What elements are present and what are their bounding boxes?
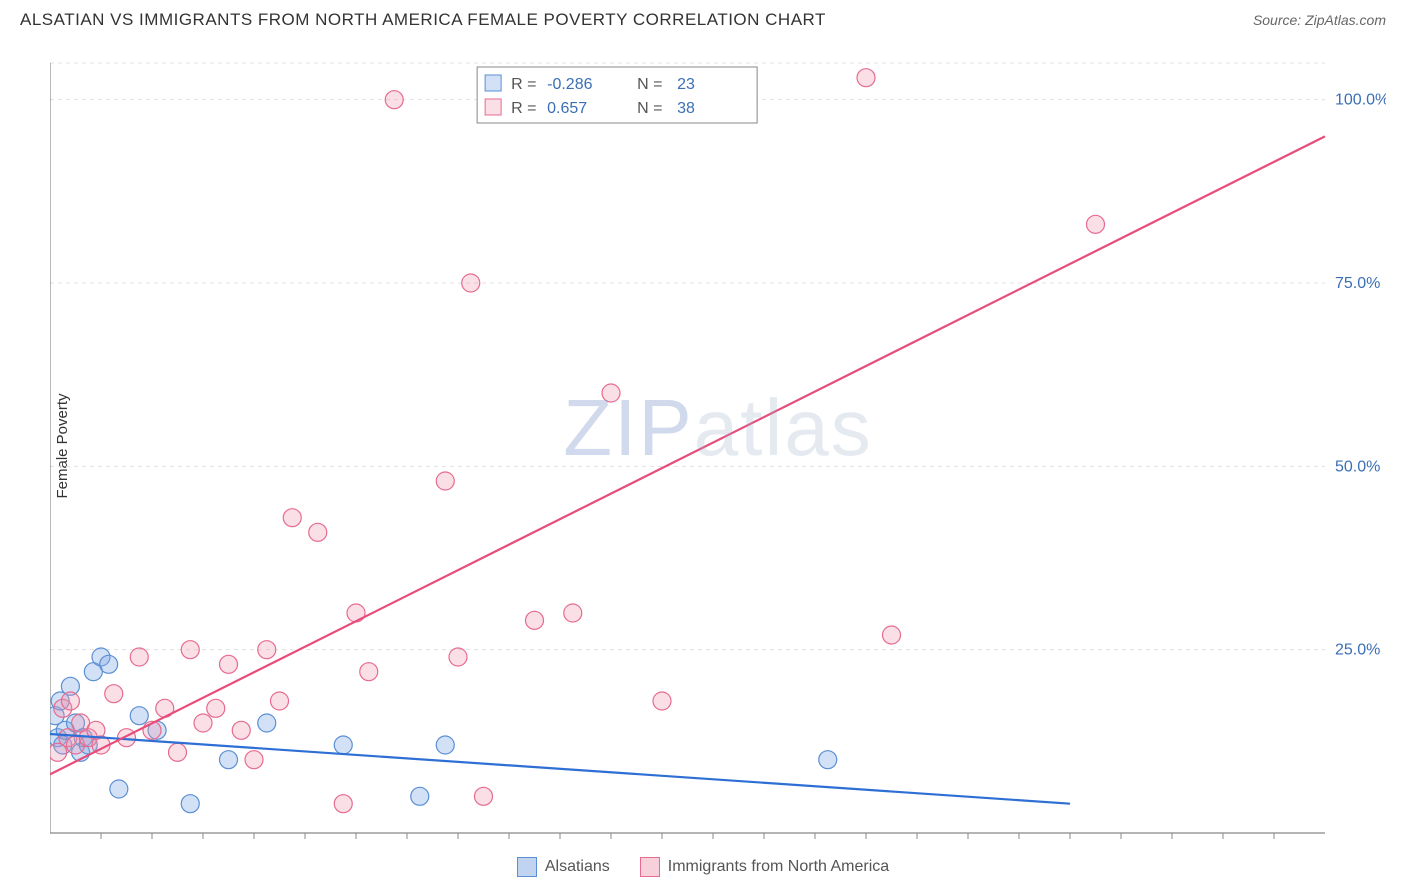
source-attribution: Source: ZipAtlas.com [1253, 12, 1386, 28]
svg-text:R =: R = [511, 76, 536, 93]
svg-text:75.0%: 75.0% [1335, 275, 1380, 292]
svg-text:R =: R = [511, 100, 536, 117]
legend-item-alsatians: Alsatians [517, 857, 610, 877]
svg-text:25.0%: 25.0% [1335, 642, 1380, 659]
chart-container: 25.0%50.0%75.0%100.0%0.0%50.0%R =-0.286N… [50, 45, 1386, 842]
svg-text:0.657: 0.657 [547, 100, 587, 117]
svg-text:N =: N = [637, 100, 662, 117]
bottom-legend: Alsatians Immigrants from North America [0, 857, 1406, 877]
header: ALSATIAN VS IMMIGRANTS FROM NORTH AMERIC… [0, 0, 1406, 35]
scatter-chart: 25.0%50.0%75.0%100.0%0.0%50.0%R =-0.286N… [50, 45, 1386, 842]
legend-label: Alsatians [545, 858, 610, 876]
svg-text:-0.286: -0.286 [547, 76, 592, 93]
legend-swatch-icon [517, 857, 537, 877]
svg-text:38: 38 [677, 100, 695, 117]
legend-item-immigrants: Immigrants from North America [640, 857, 889, 877]
chart-title: ALSATIAN VS IMMIGRANTS FROM NORTH AMERIC… [20, 10, 826, 30]
legend-swatch-icon [640, 857, 660, 877]
svg-text:23: 23 [677, 76, 695, 93]
svg-text:100.0%: 100.0% [1335, 92, 1386, 109]
legend-label: Immigrants from North America [668, 858, 889, 876]
svg-text:N =: N = [637, 76, 662, 93]
svg-text:50.0%: 50.0% [1335, 458, 1380, 475]
